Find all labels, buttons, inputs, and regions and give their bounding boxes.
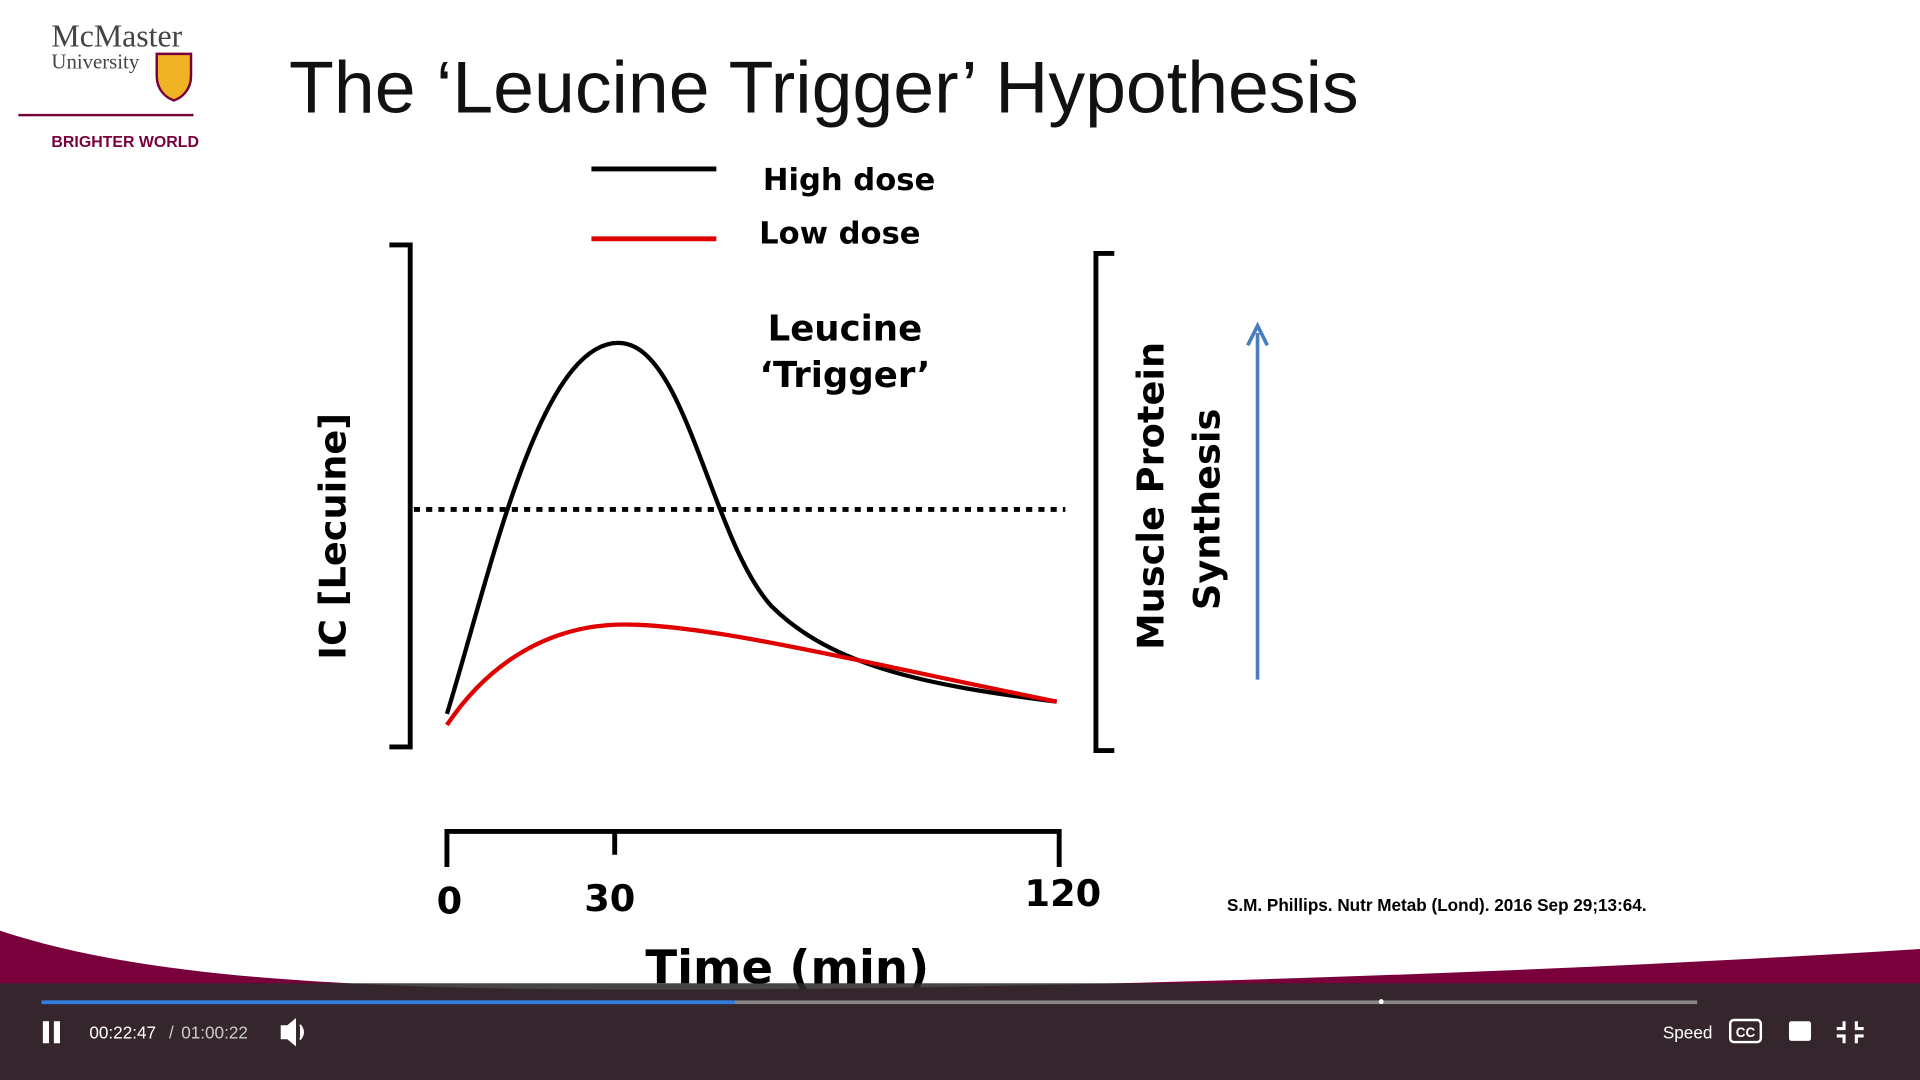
layout-button[interactable]: [1788, 1021, 1812, 1041]
progress-marker: [1378, 999, 1384, 1005]
slide-title: The ‘Leucine Trigger’ Hypothesis: [289, 46, 1359, 129]
time-separator: /: [169, 1022, 174, 1042]
logo-tagline: BRIGHTER WORLD: [51, 134, 199, 151]
pause-button[interactable]: [42, 1021, 60, 1044]
y2-label-line1: Muscle Protein: [1129, 342, 1172, 650]
annotation-line1: Leucine: [768, 308, 923, 349]
elapsed-time: 00:22:47: [89, 1022, 156, 1042]
legend-low: Low dose: [759, 217, 920, 252]
logo-rule: [18, 113, 194, 117]
duration: 01:00:22: [181, 1022, 248, 1042]
legend-high: High dose: [763, 163, 935, 198]
progress-played: [41, 1000, 735, 1005]
logo-name: McMaster: [51, 19, 182, 54]
y2-label-line2: Synthesis: [1186, 409, 1229, 610]
exit-fullscreen-button[interactable]: [1836, 1021, 1864, 1044]
y-axis-label: IC [Lecuine]: [311, 413, 354, 660]
citation: S.M. Phillips. Nutr Metab (Lond). 2016 S…: [1227, 895, 1647, 915]
cc-button[interactable]: [1728, 1018, 1763, 1044]
arrow-head: [1246, 321, 1269, 347]
logo-crest: [155, 52, 193, 102]
low-dose-curve: [445, 622, 1058, 727]
right-bracket: [1093, 251, 1115, 754]
x-axis: [444, 828, 1062, 867]
high-dose-curve: [444, 340, 1058, 715]
left-bracket: [389, 242, 413, 750]
logo-sub: University: [51, 50, 139, 74]
pause-bar: [42, 1021, 49, 1044]
player-bar: [0, 983, 1920, 1080]
progress-track[interactable]: [41, 1000, 1698, 1005]
x-tick-label: 120: [1025, 872, 1102, 915]
x-tick-label: 30: [584, 877, 635, 920]
annotation-line2: ‘Trigger’: [759, 355, 930, 396]
x-tick-label: 0: [437, 879, 463, 922]
cc-label: CC: [1736, 1025, 1756, 1040]
pause-bar: [53, 1021, 60, 1044]
speed-button[interactable]: Speed: [1663, 1022, 1713, 1042]
volume-button[interactable]: [280, 1018, 304, 1047]
